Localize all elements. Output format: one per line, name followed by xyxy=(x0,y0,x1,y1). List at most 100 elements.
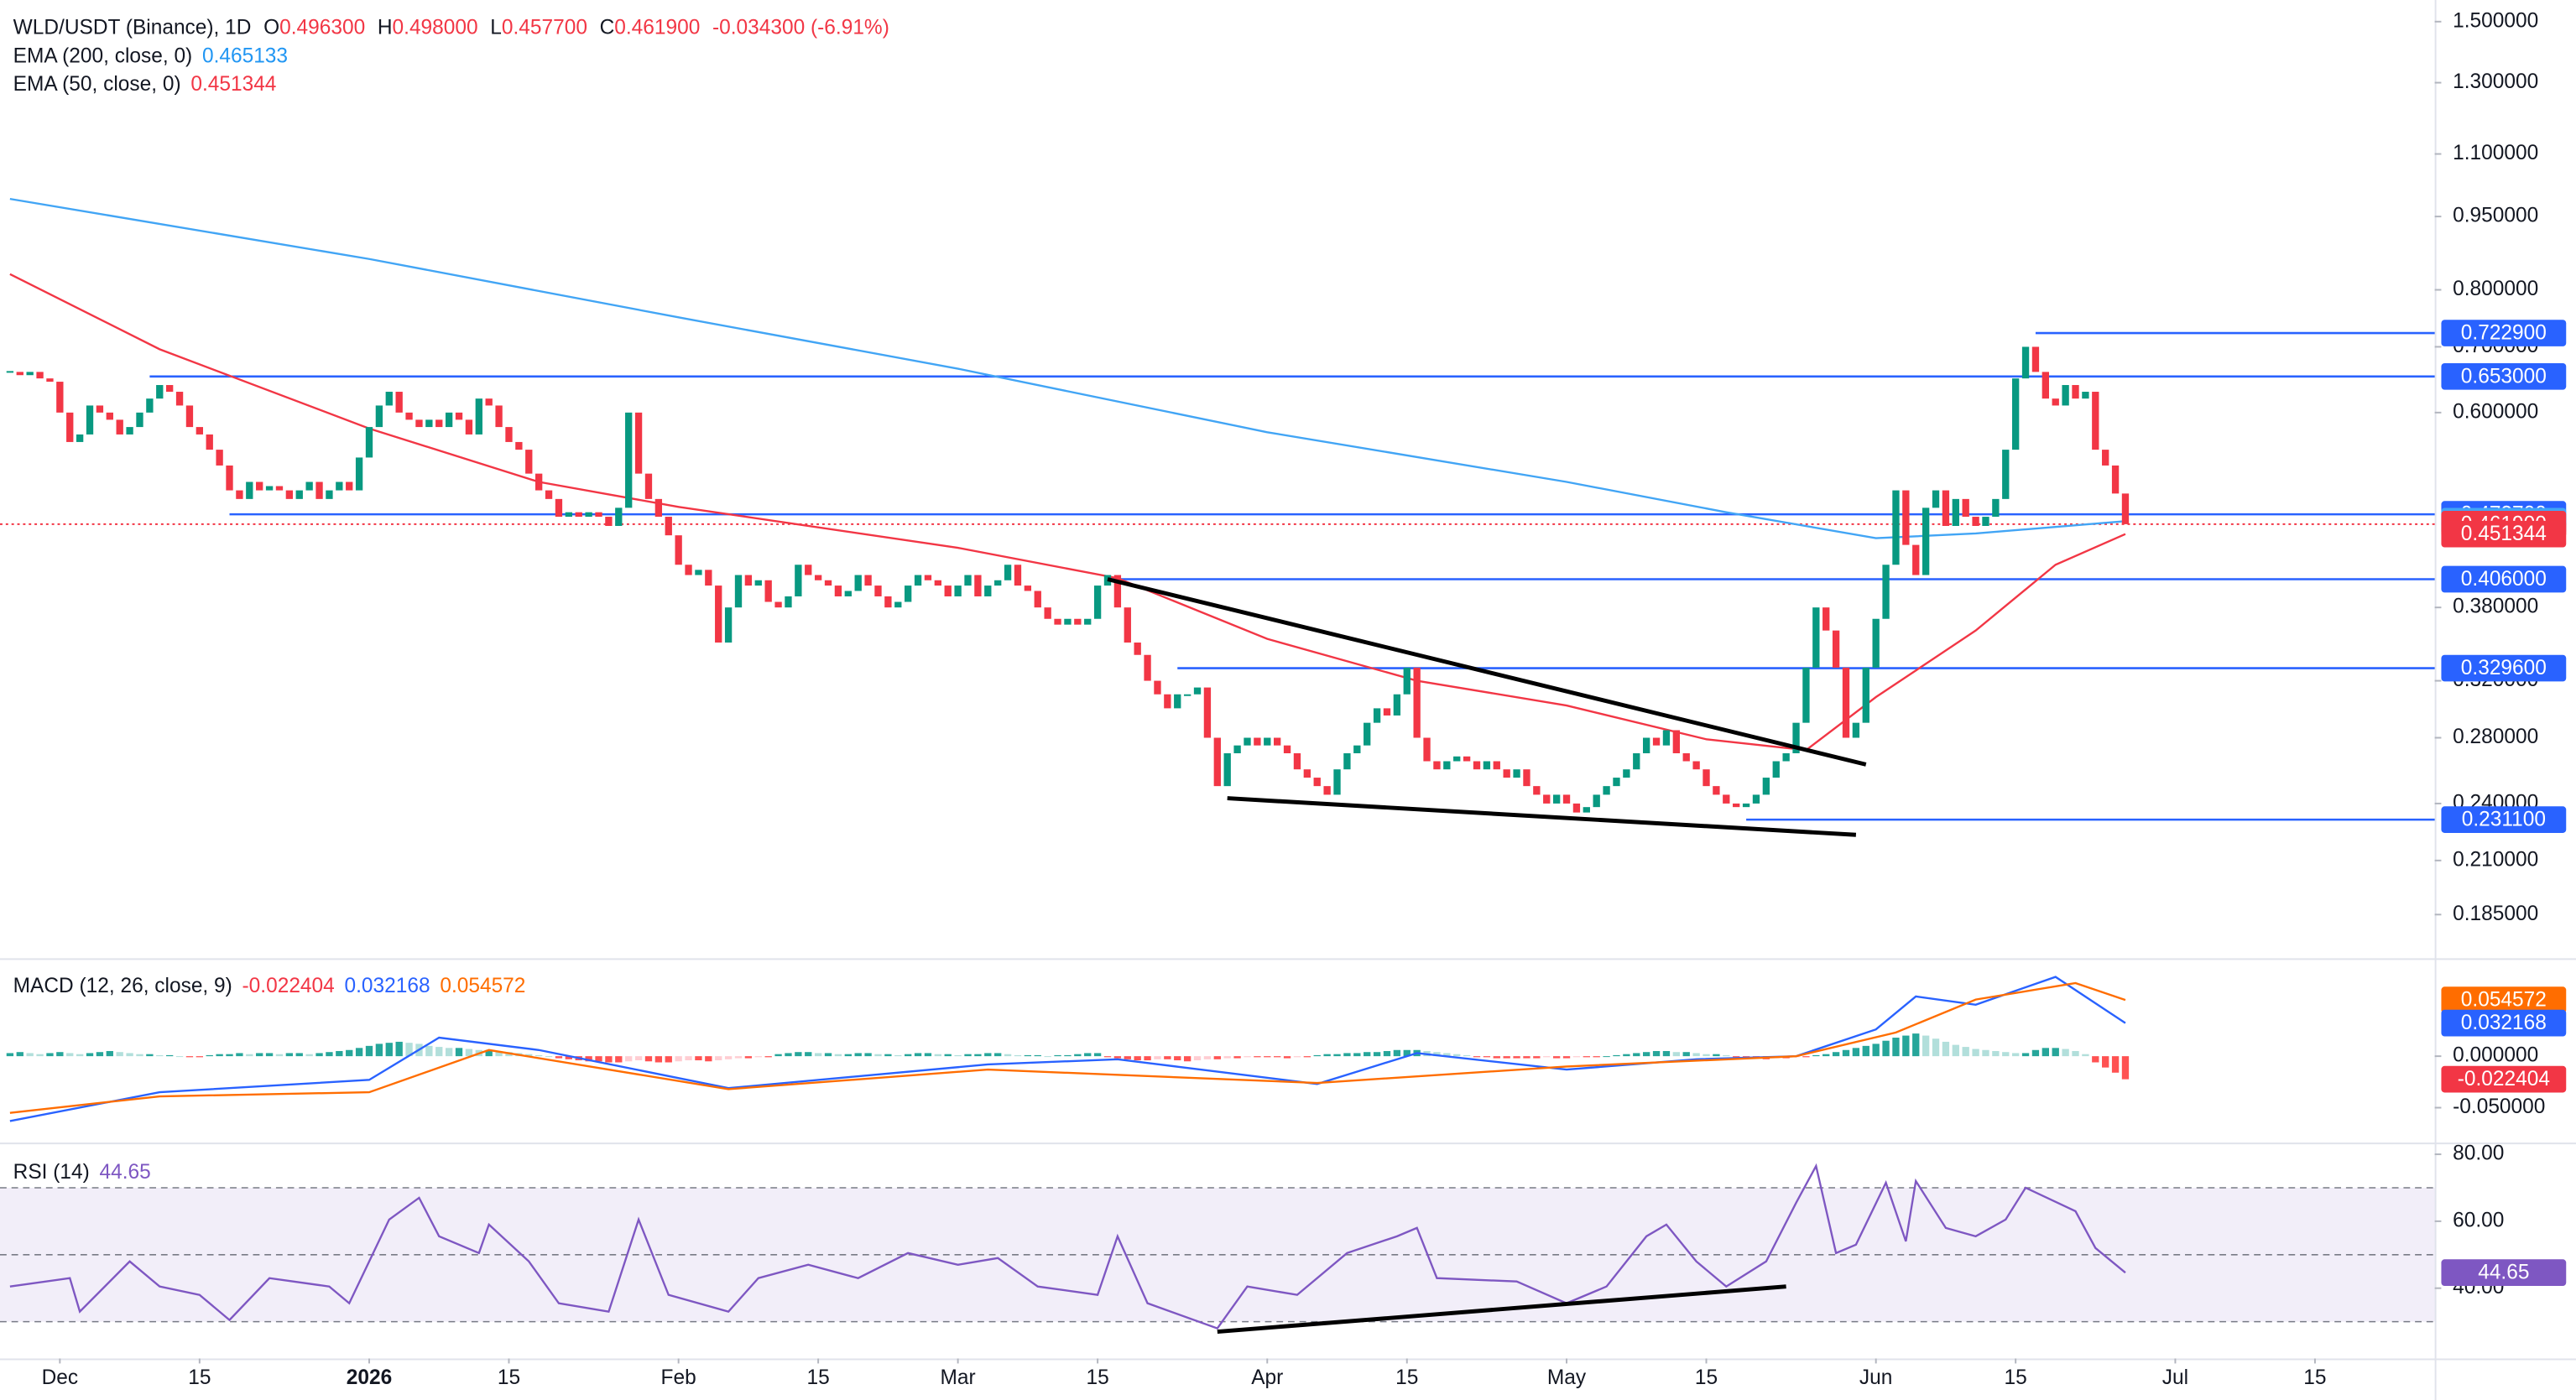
x-tick-label: 15 xyxy=(1695,1366,1718,1389)
x-tick-label: 15 xyxy=(188,1366,211,1389)
candle xyxy=(216,450,223,466)
macd-histogram-bar xyxy=(1662,1050,1671,1057)
macd-histogram-bar xyxy=(2092,1056,2099,1063)
macd-histogram-bar xyxy=(1613,1054,1620,1057)
macd-histogram-bar xyxy=(1642,1052,1650,1057)
macd-histogram-bar xyxy=(1343,1053,1351,1057)
macd-histogram-bar xyxy=(874,1054,882,1057)
candle xyxy=(1273,737,1281,746)
macd-histogram-bar xyxy=(715,1056,722,1061)
macd-histogram-bar xyxy=(495,1050,503,1057)
candle xyxy=(1084,618,1092,625)
macd-histogram-bar xyxy=(2072,1050,2079,1057)
macd-histogram-bar xyxy=(914,1053,922,1057)
macd-histogram-bar xyxy=(1952,1044,1959,1057)
candle xyxy=(1633,752,1640,770)
candle xyxy=(1373,708,1381,723)
macd-histogram-bar xyxy=(1562,1056,1571,1059)
macd-histogram-bar xyxy=(2021,1053,2030,1057)
macd-histogram-bar xyxy=(156,1054,164,1057)
y-tick-label: -0.050000 xyxy=(2453,1096,2545,1118)
candle xyxy=(405,412,413,420)
candle xyxy=(455,412,463,420)
price-badge-label: 0.451344 xyxy=(2461,523,2547,545)
candle xyxy=(1254,737,1261,746)
candle xyxy=(175,392,184,406)
macd-histogram-bar xyxy=(764,1056,772,1058)
macd-histogram-bar xyxy=(326,1052,333,1057)
macd-histogram-bar xyxy=(724,1056,733,1059)
macd-histogram-bar xyxy=(834,1054,842,1057)
candle xyxy=(1952,498,1959,526)
macd-histogram-bar xyxy=(275,1054,284,1057)
price-badge-label: -0.022404 xyxy=(2458,1068,2550,1090)
macd-histogram-bar xyxy=(1483,1056,1491,1058)
macd-histogram-bar xyxy=(96,1052,104,1057)
macd-histogram-bar xyxy=(1264,1056,1271,1058)
candle xyxy=(964,575,972,586)
macd-histogram-bar xyxy=(854,1053,862,1057)
candle xyxy=(1583,807,1590,813)
macd-histogram-bar xyxy=(1453,1054,1461,1057)
macd-histogram-bar xyxy=(615,1056,623,1063)
candle xyxy=(1892,490,1900,565)
candle xyxy=(1623,769,1630,778)
candle xyxy=(1383,708,1391,716)
macd-histogram-bar xyxy=(545,1056,553,1058)
macd-histogram-bar xyxy=(1623,1054,1630,1057)
candle xyxy=(734,575,743,608)
price-badge-label: 0.231100 xyxy=(2462,809,2546,831)
macd-histogram-bar xyxy=(1822,1054,1830,1057)
macd-histogram-bar xyxy=(944,1054,952,1057)
candle xyxy=(1323,786,1331,795)
legend-value: 0.451344 xyxy=(190,72,276,95)
macd-histogram-bar xyxy=(76,1054,84,1057)
macd-histogram-bar xyxy=(984,1053,992,1057)
ohlc-value: 0.496300 xyxy=(279,16,365,39)
macd-histogram-bar xyxy=(1992,1050,2000,1057)
candle xyxy=(2042,372,2049,399)
candle xyxy=(1463,756,1471,762)
macd-histogram-bar xyxy=(1463,1054,1471,1057)
candle xyxy=(1772,761,1780,778)
price-badge-label: 0.406000 xyxy=(2461,568,2547,591)
macd-histogram-bar xyxy=(1323,1054,1331,1057)
macd-histogram-bar xyxy=(1084,1053,1092,1057)
ema-legend: EMA (200, close, 0) 0.465133 xyxy=(13,44,288,67)
macd-histogram-bar xyxy=(1603,1056,1610,1058)
macd-histogram-bar xyxy=(555,1056,563,1059)
candle xyxy=(236,490,243,499)
y-tick-label: 0.950000 xyxy=(2453,205,2538,227)
legend-name: EMA (50, close, 0) xyxy=(13,72,181,95)
macd-histogram-bar xyxy=(1353,1053,1361,1057)
macd-histogram-bar xyxy=(1124,1056,1131,1059)
plot-area: 1.500000 1.300000 1.100000 0.950000 0.800000… xyxy=(0,9,2567,1389)
macd-histogram-bar xyxy=(1393,1049,1401,1057)
candle xyxy=(884,596,892,608)
candle xyxy=(2102,450,2109,466)
legend-name: MACD (12, 26, close, 9) xyxy=(13,974,232,997)
candle xyxy=(1264,737,1271,746)
macd-histogram-bar xyxy=(56,1052,64,1057)
macd-histogram-bar xyxy=(1303,1056,1311,1058)
candle xyxy=(156,385,164,399)
candle xyxy=(185,405,194,428)
candle xyxy=(1932,490,1940,508)
macd-histogram-bar xyxy=(1103,1056,1112,1058)
macd-histogram-bar xyxy=(1223,1056,1231,1059)
macd-histogram-bar xyxy=(1962,1047,1969,1057)
macd-histogram-bar xyxy=(864,1053,872,1057)
macd-histogram-bar xyxy=(1383,1050,1391,1057)
candle xyxy=(1403,667,1411,695)
candle xyxy=(1572,803,1581,813)
macd-histogram-bar xyxy=(1004,1054,1012,1057)
macd-histogram-bar xyxy=(1733,1056,1740,1058)
candle xyxy=(894,601,902,608)
legend-value: 0.032168 xyxy=(345,974,430,997)
candle xyxy=(116,419,123,435)
macd-histogram-bar xyxy=(2111,1056,2120,1073)
candle xyxy=(126,427,133,435)
y-tick-label: 0.280000 xyxy=(2453,726,2538,748)
macd-histogram-bar xyxy=(116,1052,123,1057)
macd-histogram-bar xyxy=(1932,1038,1940,1057)
